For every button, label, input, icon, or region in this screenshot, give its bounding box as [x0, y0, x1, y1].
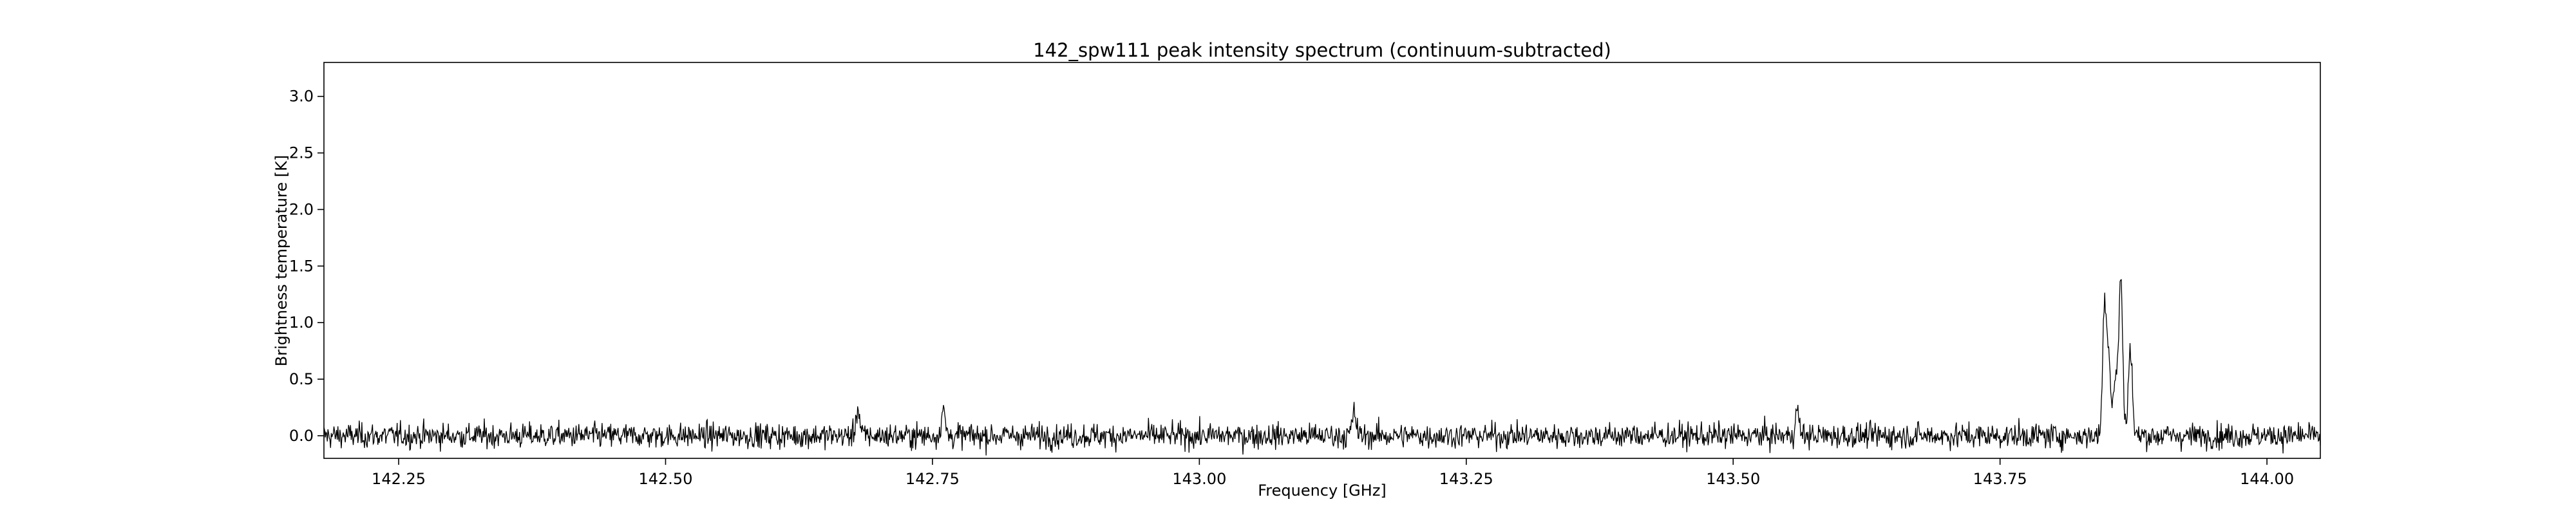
y-axis-label: Brightness temperature [K] — [272, 155, 290, 366]
chart-title: 142_spw111 peak intensity spectrum (cont… — [1033, 39, 1611, 61]
x-tick-label: 142.25 — [372, 470, 426, 488]
x-tick-label: 142.75 — [905, 470, 960, 488]
y-tick-label: 1.0 — [289, 314, 314, 332]
x-axis-label: Frequency [GHz] — [1258, 482, 1387, 500]
x-tick-label: 143.50 — [1706, 470, 1760, 488]
plot-area: 142.25 142.50 142.75 143.00 143.25 143.50 143.… — [289, 62, 2321, 488]
y-tick-label: 0.0 — [289, 427, 314, 445]
y-tick-label: 2.5 — [289, 144, 314, 162]
x-tick-label: 143.75 — [1973, 470, 2027, 488]
x-tick-label: 142.50 — [638, 470, 692, 488]
y-tick-label: 3.0 — [289, 88, 314, 106]
x-tick-label: 143.00 — [1172, 470, 1226, 488]
y-tick-label: 1.5 — [289, 257, 314, 275]
x-tick-label: 143.25 — [1439, 470, 1493, 488]
spectrum-series-line — [323, 279, 2321, 456]
y-tick-label: 0.5 — [289, 370, 314, 388]
y-tick-label: 2.0 — [289, 200, 314, 218]
x-tick-label: 144.00 — [2240, 470, 2294, 488]
plot-frame — [323, 62, 2321, 459]
